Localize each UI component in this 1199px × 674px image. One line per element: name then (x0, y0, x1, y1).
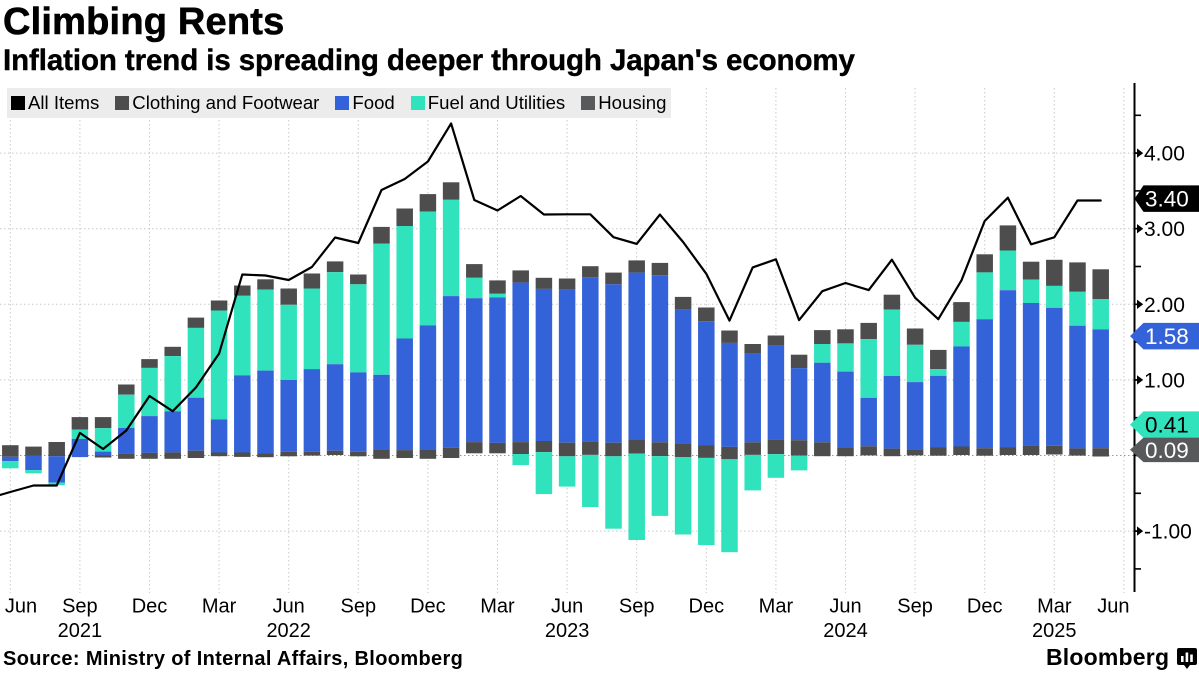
svg-text:Dec: Dec (967, 596, 1003, 618)
svg-text:Sep: Sep (619, 596, 655, 618)
svg-text:3.40: 3.40 (1145, 187, 1189, 212)
svg-text:2021: 2021 (58, 620, 103, 642)
svg-text:Dec: Dec (689, 596, 725, 618)
svg-text:2024: 2024 (823, 620, 868, 642)
svg-text:2.00: 2.00 (1144, 294, 1185, 317)
svg-text:1.00: 1.00 (1144, 369, 1185, 392)
svg-text:4.00: 4.00 (1144, 143, 1185, 166)
svg-text:Mar: Mar (202, 596, 237, 618)
svg-text:0.41: 0.41 (1145, 413, 1189, 438)
svg-text:Jun: Jun (829, 596, 861, 618)
svg-text:Mar: Mar (1037, 596, 1072, 618)
svg-text:0.09: 0.09 (1145, 438, 1189, 463)
svg-text:Sep: Sep (341, 596, 377, 618)
svg-text:2025: 2025 (1032, 620, 1077, 642)
svg-text:2022: 2022 (266, 620, 311, 642)
svg-text:Jun: Jun (273, 596, 305, 618)
svg-text:Jun: Jun (551, 596, 583, 618)
svg-text:Dec: Dec (410, 596, 446, 618)
svg-text:Mar: Mar (480, 596, 515, 618)
svg-text:3.00: 3.00 (1144, 218, 1185, 241)
svg-text:Sep: Sep (62, 596, 98, 618)
svg-text:-1.00: -1.00 (1144, 521, 1192, 544)
svg-text:Sep: Sep (897, 596, 933, 618)
svg-text:Dec: Dec (132, 596, 168, 618)
svg-text:2023: 2023 (545, 620, 590, 642)
svg-text:Jun: Jun (1097, 596, 1129, 618)
svg-text:Mar: Mar (759, 596, 794, 618)
svg-text:1.58: 1.58 (1145, 324, 1189, 349)
svg-text:Jun: Jun (5, 596, 37, 618)
